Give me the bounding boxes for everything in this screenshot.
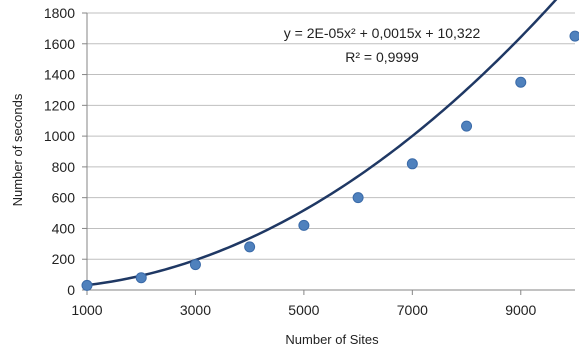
data-point [461,120,473,132]
data-point [406,158,418,170]
r-squared-label: R² = 0,9999 [345,49,419,65]
x-tick-label: 7000 [397,302,428,318]
y-tick-label: 1000 [44,128,75,144]
y-tick-label: 0 [67,282,75,298]
gridlines [87,12,575,260]
data-point [244,241,256,253]
y-tick-label: 1800 [44,5,75,21]
y-tick-label: 200 [52,251,76,267]
data-point [515,76,527,88]
y-axis-tick-labels: 0 200 400 600 800 1000 1200 1400 1600 1800 [44,5,75,298]
y-tick-label: 600 [52,190,76,206]
data-point [352,192,364,204]
trendline [86,0,558,287]
data-point [298,219,310,231]
y-axis-title: Number of seconds [10,93,25,206]
data-point [81,279,93,291]
y-tick-label: 1400 [44,67,75,83]
x-tick-label: 3000 [180,302,211,318]
data-point [135,272,147,284]
y-tick-label: 1600 [44,36,75,52]
trendline-equation: y = 2E-05x² + 0,0015x + 10,322 [284,25,481,41]
data-point [189,259,201,271]
y-tick-label: 1200 [44,97,75,113]
x-axis-tick-labels: 1000 3000 5000 7000 9000 [71,302,536,318]
y-tick-label: 800 [52,159,76,175]
x-axis-title: Number of Sites [285,332,379,347]
data-point [569,30,579,42]
x-tick-label: 9000 [505,302,536,318]
y-tick-label: 400 [52,220,76,236]
data-points [81,30,579,291]
x-tick-label: 1000 [71,302,102,318]
x-tick-label: 5000 [288,302,319,318]
